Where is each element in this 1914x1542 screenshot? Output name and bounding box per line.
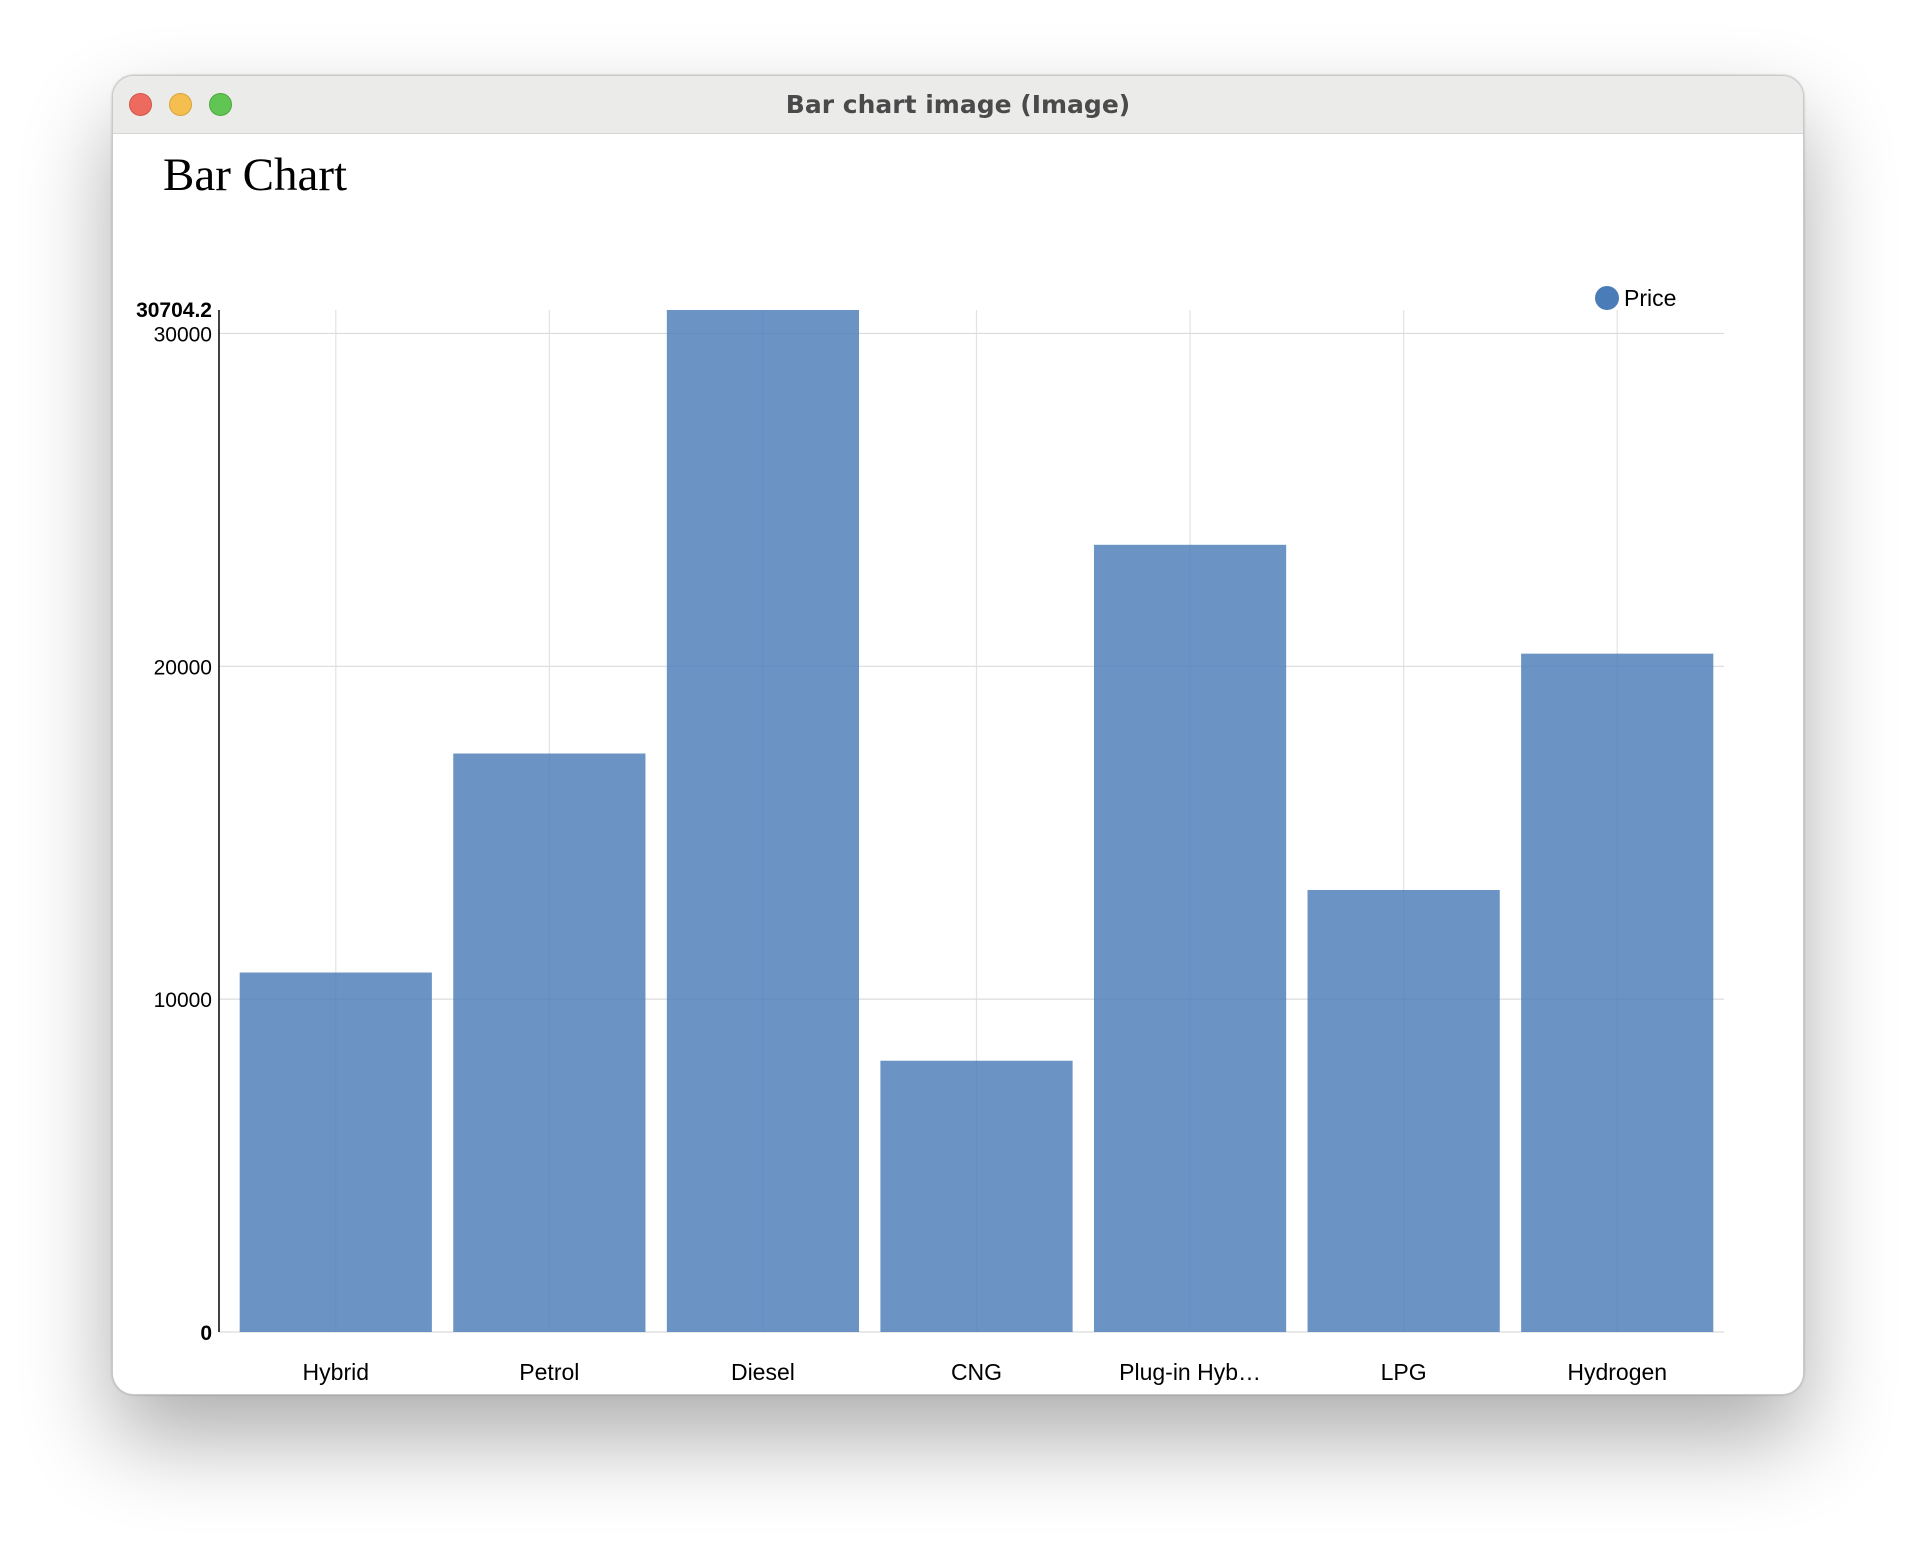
bar [1307,889,1500,1332]
x-tick-label: Plug-in Hyb… [1119,1359,1261,1385]
y-tick-label: 20000 [154,656,212,679]
y-tick-label: 0 [200,1322,212,1345]
title-bar: Bar chart image (Image) [113,76,1803,134]
bar [453,753,646,1332]
chart-title: Bar Chart [163,149,348,201]
x-tick-label: LPG [1381,1359,1427,1385]
legend-label: Price [1624,285,1676,311]
app-window: Bar chart image (Image) Bar Chart 0 10000… [112,75,1804,1395]
bar [666,310,860,1332]
bar [1521,653,1714,1332]
x-tick-label: CNG [951,1359,1002,1385]
x-tick-label: Hydrogen [1567,1359,1667,1385]
x-tick-label: Petrol [519,1359,579,1385]
bar [880,1060,1073,1332]
window-title: Bar chart image (Image) [785,90,1131,119]
bar [1093,544,1287,1332]
legend-marker [1595,286,1619,310]
y-max-label: 30704.2 [136,299,212,322]
x-tick-label: Diesel [731,1359,795,1385]
close-button[interactable] [129,93,152,116]
zoom-button[interactable] [209,93,232,116]
x-tick-label: Hybrid [303,1359,369,1385]
minimize-button[interactable] [169,93,192,116]
bar [239,972,432,1332]
y-tick-label: 10000 [154,989,212,1012]
chart-area: Bar Chart 0 10000 20000 30000 30704.2 Hybrid P… [113,134,1803,1394]
y-tick-label: 30000 [154,323,212,346]
